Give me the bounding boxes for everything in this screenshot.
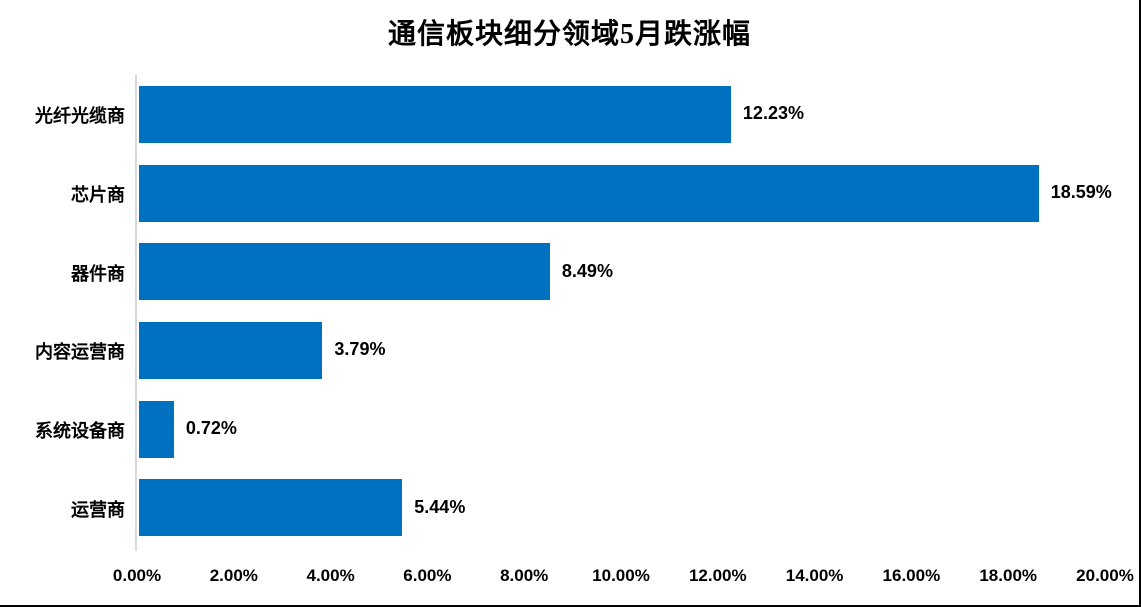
x-tick-label: 10.00% bbox=[592, 566, 650, 585]
bar-row: 内容运营商 3.79% bbox=[35, 321, 1105, 379]
x-tick-label: 6.00% bbox=[403, 566, 452, 585]
category-label: 运营商 bbox=[71, 499, 125, 520]
y-axis-line bbox=[135, 75, 137, 551]
x-tick-label: 16.00% bbox=[882, 566, 941, 585]
bar bbox=[139, 321, 323, 379]
plot-area: 光纤光缆商 12.23% 芯片商 18.59% 器件商 8.49% 内容运营商 3.79% 系统… bbox=[35, 75, 1112, 551]
bar-row: 器件商 8.49% bbox=[71, 243, 1105, 301]
bar-value-label: 5.44% bbox=[414, 496, 466, 517]
x-tick-label: 18.00% bbox=[979, 566, 1038, 585]
x-tick-label: 20.00% bbox=[1076, 566, 1134, 585]
bar bbox=[139, 243, 550, 301]
x-tick-label: 2.00% bbox=[209, 566, 258, 585]
category-label: 器件商 bbox=[71, 263, 125, 284]
bar bbox=[139, 479, 403, 537]
x-tick-label: 4.00% bbox=[306, 566, 355, 585]
bar-value-label: 12.23% bbox=[742, 103, 804, 124]
x-axis: 0.00% 2.00% 4.00% 6.00% 8.00% 10.00% 12.00% 14.… bbox=[113, 566, 1134, 590]
bar-value-label: 18.59% bbox=[1050, 182, 1112, 202]
x-tick-label: 14.00% bbox=[785, 566, 844, 585]
category-label: 内容运营商 bbox=[35, 342, 125, 363]
bar-row: 光纤光缆商 12.23% bbox=[35, 85, 1105, 143]
bar-value-label: 8.49% bbox=[561, 260, 613, 281]
category-label: 光纤光缆商 bbox=[35, 106, 125, 127]
x-tick-label: 12.00% bbox=[688, 566, 747, 585]
bar bbox=[139, 164, 1039, 222]
bar-value-label: 0.72% bbox=[185, 418, 237, 438]
category-label: 芯片商 bbox=[71, 185, 125, 205]
bar-row: 芯片商 18.59% bbox=[71, 164, 1112, 222]
chart-title: 通信板块细分领域5月跌涨幅 bbox=[387, 19, 751, 50]
bar-row: 系统设备商 0.72% bbox=[35, 400, 1105, 458]
bar bbox=[139, 400, 174, 458]
bar-row: 运营商 5.44% bbox=[71, 479, 1105, 537]
bar bbox=[139, 85, 731, 143]
x-tick-label: 8.00% bbox=[500, 566, 549, 585]
category-label: 系统设备商 bbox=[35, 421, 125, 441]
x-tick-label: 0.00% bbox=[112, 566, 162, 585]
bar-value-label: 3.79% bbox=[334, 339, 386, 360]
